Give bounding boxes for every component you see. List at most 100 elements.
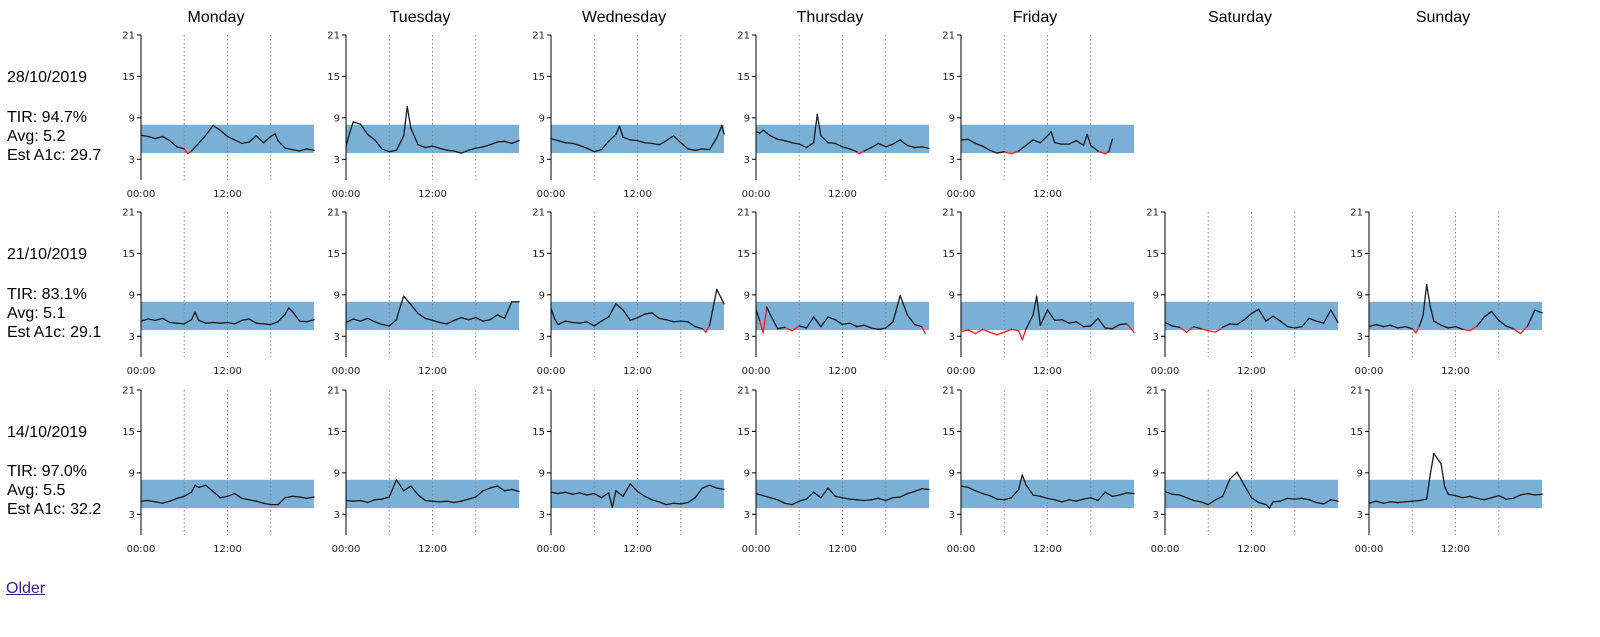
glucose-reading [154,319,157,322]
glucose-segment [1447,325,1457,329]
glucose-segment [1185,497,1195,502]
glucose-reading [140,320,142,322]
glucose-reading [665,140,667,142]
y-tick-label: 15 [942,249,955,260]
glucose-reading [665,504,667,506]
glucose-reading [1411,328,1413,330]
glucose-segment [161,500,171,504]
glucose-segment [1286,497,1296,500]
glucose-reading [367,317,369,319]
glucose-segment [262,323,272,326]
glucose-segment [306,148,315,151]
glucose-reading [1462,497,1464,499]
glucose-reading [162,135,164,138]
glucose-reading [960,139,962,141]
y-tick-label: 15 [1350,249,1363,260]
glucose-reading [1186,331,1188,333]
glucose-reading [306,321,308,323]
glucose-segment [762,129,772,137]
glucose-reading [219,497,221,499]
glucose-reading [1207,504,1209,506]
glucose-reading [1090,497,1092,499]
glucose-reading [1018,150,1020,152]
glucose-reading [169,321,171,324]
glucose-reading [255,135,257,137]
glucose-reading [381,498,383,500]
x-tick-label: 00:00 [537,366,566,377]
glucose-reading [863,150,865,152]
week-stats: TIR: 97.0% Avg: 5.5 Est A1c: 32.2 [7,462,101,519]
glucose-segment [154,317,164,322]
glucose-reading [791,142,793,144]
week-date: 28/10/2019 [7,69,88,86]
glucose-reading [1118,323,1121,326]
glucose-low-segment [1411,328,1417,334]
glucose-reading [967,486,969,488]
glucose-reading [784,140,786,142]
glucose-segment [892,496,901,499]
glucose-segment [1301,497,1310,501]
glucose-reading [1021,339,1023,341]
x-tick-label: 00:00 [332,189,361,200]
glucose-panel-friday: 3 9 15 21 00:00 12:00 [942,31,1134,200]
glucose-segment [1322,499,1332,505]
glucose-segment [769,314,779,330]
y-tick-label: 3 [1153,332,1159,343]
glucose-reading [1082,326,1085,328]
glucose-reading [1265,320,1267,322]
glucose-reading [921,326,923,328]
glucose-reading [489,144,491,146]
glucose-segment [687,148,696,151]
glucose-segment [183,319,193,325]
glucose-reading [1265,504,1267,506]
glucose-reading [162,502,164,504]
y-tick-label: 15 [1146,427,1159,438]
glucose-segment [194,484,200,489]
glucose-reading [511,488,513,491]
glucose-segment [366,499,376,504]
glucose-reading [460,500,462,502]
glucose-segment [147,135,157,140]
glucose-low-segment [1200,328,1209,332]
glucose-segment [1534,493,1543,496]
glucose-low-segment [1003,328,1013,333]
glucose-reading [1429,473,1431,475]
glucose-reading [417,494,419,496]
glucose-segment [680,320,689,323]
glucose-segment [395,479,405,492]
glucose-reading [1036,295,1038,297]
glucose-segment [1375,323,1385,328]
glucose-segment [1534,309,1543,314]
glucose-segment [161,135,171,142]
glucose-reading [856,499,858,501]
target-range-band [756,479,929,509]
glucose-segment [906,144,916,149]
glucose-reading [705,331,707,333]
week-tir: TIR: 94.7% [7,109,88,126]
glucose-reading [755,308,757,310]
glucose-reading [1243,319,1245,321]
glucose-reading [198,319,200,322]
glucose-reading [921,146,923,148]
glucose-reading [1025,144,1027,147]
day-header-friday: Friday [1012,9,1058,26]
glucose-reading [924,332,926,335]
glucose-reading [564,320,567,322]
glucose-reading [701,328,703,330]
glucose-reading [856,151,858,153]
glucose-reading [1054,142,1056,144]
y-tick-label: 9 [539,468,545,479]
glucose-reading [1003,151,1005,153]
glucose-segment [805,316,815,329]
older-link[interactable]: Older [6,580,46,597]
glucose-segment [374,321,383,326]
glucose-reading [1526,492,1529,495]
glucose-reading [827,316,829,318]
glucose-segment [169,497,178,502]
glucose-segment [262,135,272,144]
glucose-segment [1090,317,1099,327]
glucose-reading [1061,143,1063,145]
glucose-reading [475,496,477,498]
glucose-reading [1390,324,1392,326]
glucose-low-segment [1010,150,1020,155]
